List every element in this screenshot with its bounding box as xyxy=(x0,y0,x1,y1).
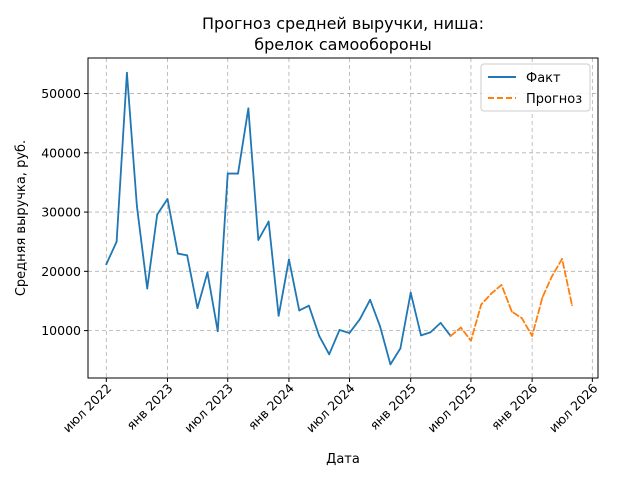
data-point-fact xyxy=(237,172,239,175)
chart-title-line-1: Прогноз средней выручки, ниша: xyxy=(202,14,484,33)
data-point-fact xyxy=(429,331,432,334)
plot-series xyxy=(105,71,573,366)
data-point-fact xyxy=(136,205,138,208)
data-point-forecast xyxy=(541,296,544,299)
data-point-fact xyxy=(166,198,169,200)
data-point-forecast xyxy=(520,317,523,320)
data-point-fact xyxy=(277,314,280,317)
data-point-fact xyxy=(247,107,250,110)
x-axis-label: Дата xyxy=(326,452,360,467)
data-point-fact xyxy=(226,172,229,175)
legend-label-fact: Факт xyxy=(526,71,561,86)
data-point-fact xyxy=(156,213,159,216)
data-point-fact xyxy=(115,240,118,243)
legend-frame xyxy=(480,63,591,112)
data-point-forecast xyxy=(470,339,472,342)
data-point-fact xyxy=(298,309,301,312)
data-point-fact xyxy=(369,298,372,301)
data-point-forecast xyxy=(449,335,452,337)
data-point-fact xyxy=(399,347,402,350)
data-point-fact xyxy=(439,321,442,324)
legend-label-forecast: Прогноз xyxy=(526,92,582,107)
data-point-fact xyxy=(358,318,361,321)
data-point-fact xyxy=(105,263,108,266)
data-point-fact xyxy=(196,307,199,309)
data-point-fact xyxy=(257,239,260,241)
data-point-forecast xyxy=(480,303,483,306)
data-point-fact xyxy=(288,258,290,261)
data-point-fact xyxy=(206,271,209,274)
data-point-forecast xyxy=(550,275,553,278)
y-tick-label: 10000 xyxy=(41,323,81,338)
data-point-fact xyxy=(379,325,381,328)
y-tick-label: 20000 xyxy=(41,264,81,279)
data-point-fact xyxy=(389,363,392,366)
data-point-fact xyxy=(409,291,412,294)
y-tick-label: 40000 xyxy=(41,145,81,160)
chart-title-line-2: брелок самообороны xyxy=(254,35,432,54)
data-point-fact xyxy=(186,254,189,257)
data-point-forecast xyxy=(500,284,503,286)
data-point-fact xyxy=(318,335,321,337)
data-point-forecast xyxy=(510,310,513,313)
data-point-forecast xyxy=(490,292,493,295)
y-tick-label: 30000 xyxy=(41,205,81,220)
data-point-fact xyxy=(267,220,270,223)
legend: Факт Прогноз xyxy=(480,63,591,112)
data-point-fact xyxy=(146,287,149,290)
y-axis-label: Средняя выручка, руб. xyxy=(14,140,29,296)
data-point-fact xyxy=(328,353,331,356)
data-point-fact xyxy=(216,330,219,333)
data-point-fact xyxy=(126,71,128,74)
data-point-forecast xyxy=(531,335,534,337)
y-tick-label: 50000 xyxy=(41,86,81,101)
data-point-fact xyxy=(420,334,422,337)
data-point-fact xyxy=(338,329,341,331)
data-point-forecast xyxy=(561,257,563,260)
data-point-fact xyxy=(176,252,179,255)
data-point-fact xyxy=(308,304,310,307)
data-point-forecast xyxy=(571,304,573,307)
data-point-forecast xyxy=(460,326,462,329)
data-point-fact xyxy=(348,332,351,334)
plot-frame xyxy=(87,57,599,379)
